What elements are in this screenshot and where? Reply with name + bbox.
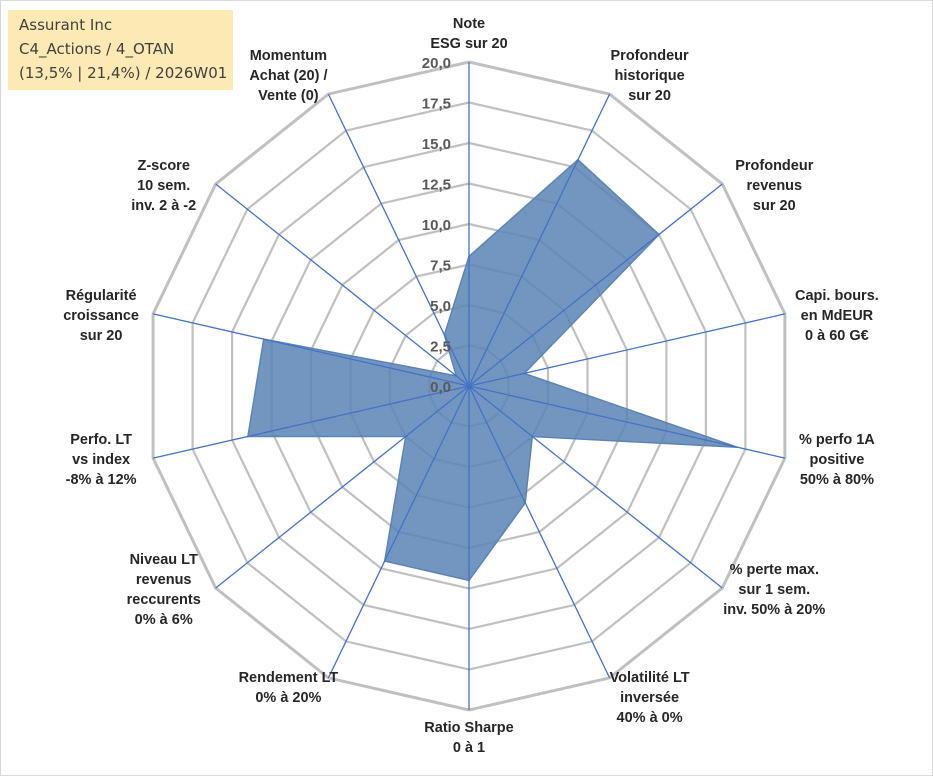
- axis-label-5-line-2: inv. 50% à 20%: [723, 602, 825, 618]
- performance-week: (13,5% | 21,4%) / 2026W01: [19, 64, 228, 82]
- axis-label-2-line-2: sur 20: [753, 198, 796, 214]
- axis-label-6-line-2: 40% à 0%: [617, 710, 683, 726]
- axis-spoke-6: [468, 385, 611, 679]
- axis-spoke-8: [327, 385, 470, 679]
- tick-label-3: 7,5: [430, 258, 451, 275]
- axis-label-2: Profondeur revenus sur 20: [735, 158, 813, 214]
- axis-label-12-line-0: Z-score: [138, 158, 190, 174]
- axis-label-6-line-1: inversée: [620, 690, 679, 706]
- axis-label-5: % perte max. sur 1 sem. inv. 50% à 20%: [723, 562, 825, 618]
- axis-spoke-10: [152, 385, 470, 459]
- axis-label-4-line-0: % perfo 1A: [799, 432, 875, 448]
- axis-label-9: Niveau LT revenus reccurents 0% à 6%: [127, 552, 201, 628]
- axis-label-2-line-1: revenus: [746, 178, 802, 194]
- axis-label-3-line-0: Capi. bours.: [795, 288, 879, 304]
- axis-spoke-3: [468, 313, 786, 387]
- axis-label-0-line-1: ESG sur 20: [430, 36, 507, 52]
- axis-label-2-line-0: Profondeur: [735, 158, 813, 174]
- axis-label-4: % perfo 1A positive 50% à 80%: [799, 432, 875, 488]
- axis-spoke-5: [468, 385, 723, 589]
- axis-spoke-11: [152, 313, 470, 387]
- axis-label-11-line-1: croissance: [63, 308, 139, 324]
- axis-label-4-line-1: positive: [810, 452, 865, 468]
- series-area-0: [247, 158, 738, 582]
- axis-label-10-line-2: -8% à 12%: [66, 472, 137, 488]
- axis-label-8-line-1: 0% à 20%: [255, 690, 321, 706]
- tick-label-7: 17,5: [422, 96, 451, 113]
- axis-label-0: Note ESG sur 20: [430, 16, 507, 52]
- tick-label-4: 10,0: [422, 217, 451, 234]
- axis-label-11-line-2: sur 20: [80, 328, 123, 344]
- axis-spoke-2: [468, 183, 723, 387]
- axis-label-10-line-0: Perfo. LT: [70, 432, 132, 448]
- axis-label-13-line-1: Achat (20) /: [249, 68, 327, 84]
- axis-spoke-1: [468, 93, 611, 387]
- axis-spoke-9: [215, 385, 470, 589]
- series-layer: [152, 62, 786, 710]
- axis-label-1-line-2: sur 20: [628, 88, 671, 104]
- axis-label-5-line-1: sur 1 sem.: [738, 582, 810, 598]
- axis-spoke-13: [327, 93, 470, 387]
- info-box: Assurant Inc C4_Actions / 4_OTAN (13,5% …: [8, 10, 233, 90]
- axis-label-1: Profondeur historique sur 20: [611, 48, 689, 104]
- axis-label-7-line-0: Ratio Sharpe: [424, 720, 513, 736]
- tick-label-2: 5,0: [430, 298, 451, 315]
- axis-label-7: Ratio Sharpe 0 à 1: [424, 720, 513, 756]
- axis-label-3-line-2: 0 à 60 G€: [805, 328, 869, 344]
- axis-label-5-line-0: % perte max.: [730, 562, 819, 578]
- axis-label-13-line-0: Momentum: [250, 48, 327, 64]
- axis-label-6: Volatilité LT inversée 40% à 0%: [610, 670, 690, 726]
- axis-label-9-line-1: revenus: [136, 572, 192, 588]
- axis-label-13-line-2: Vente (0): [258, 88, 319, 104]
- axis-label-11: Régularité croissance sur 20: [63, 288, 139, 344]
- axis-label-11-line-0: Régularité: [66, 288, 137, 304]
- axis-label-12-line-2: inv. 2 à -2: [131, 198, 196, 214]
- axis-label-9-line-2: reccurents: [127, 592, 201, 608]
- axis-label-4-line-2: 50% à 80%: [800, 472, 874, 488]
- axis-label-3: Capi. bours. en MdEUR 0 à 60 G€: [795, 288, 879, 344]
- tick-label-0: 0,0: [430, 379, 451, 396]
- axis-label-0-line-0: Note: [453, 16, 485, 32]
- axis-label-9-line-3: 0% à 6%: [135, 612, 193, 628]
- axis-label-6-line-0: Volatilité LT: [610, 670, 690, 686]
- tick-label-8: 20,0: [422, 55, 451, 72]
- axis-label-1-line-0: Profondeur: [611, 48, 689, 64]
- radial-tick-labels: 0,0 2,5 5,0 7,5 10,0 12,5 15,0 17,5 20,0: [422, 55, 451, 396]
- company-name: Assurant Inc: [19, 16, 113, 34]
- axis-label-9-line-0: Niveau LT: [130, 552, 198, 568]
- axis-label-13: Momentum Achat (20) / Vente (0): [249, 48, 327, 104]
- axis-spoke-4: [468, 385, 786, 459]
- axis-label-10: Perfo. LT vs index -8% à 12%: [66, 432, 137, 488]
- tick-label-1: 2,5: [430, 339, 451, 356]
- axis-label-8: Rendement LT 0% à 20%: [239, 670, 339, 706]
- axis-label-7-line-1: 0 à 1: [453, 740, 485, 756]
- tick-label-6: 15,0: [422, 136, 451, 153]
- axis-spoke-12: [215, 183, 470, 387]
- axis-label-12-line-1: 10 sem.: [137, 178, 190, 194]
- tick-label-5: 12,5: [422, 177, 451, 194]
- portfolio-category: C4_Actions / 4_OTAN: [19, 40, 175, 58]
- axis-label-8-line-0: Rendement LT: [239, 670, 339, 686]
- axis-label-1-line-1: historique: [615, 68, 685, 84]
- axis-label-12: Z-score 10 sem. inv. 2 à -2: [131, 158, 196, 214]
- axis-labels: Note ESG sur 20 Profondeur historique sur 20…: [63, 16, 879, 756]
- axis-label-3-line-1: en MdEUR: [801, 308, 874, 324]
- axis-label-10-line-1: vs index: [72, 452, 130, 468]
